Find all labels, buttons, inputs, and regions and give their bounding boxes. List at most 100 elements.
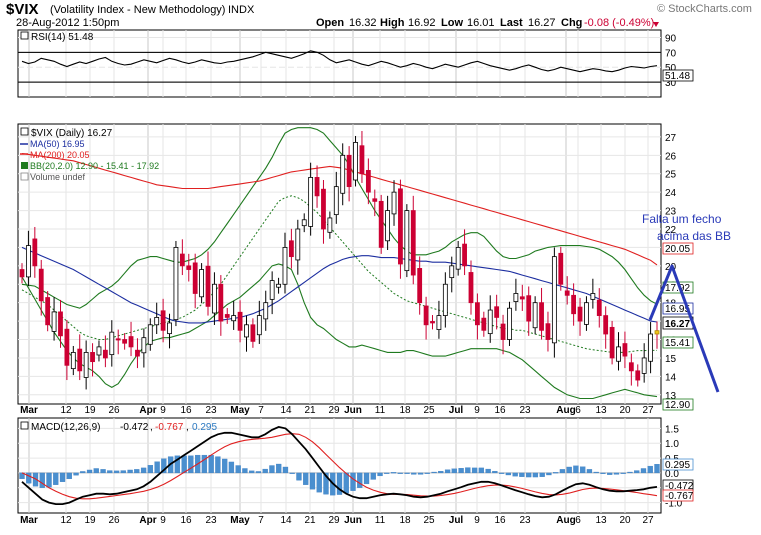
svg-text:,: , [150, 422, 153, 433]
candle [199, 263, 204, 304]
candle [596, 288, 602, 328]
candle [391, 180, 397, 226]
candle-body [545, 323, 551, 340]
candle [417, 256, 423, 315]
x-tick-label: 14 [280, 405, 292, 416]
legend-swatch [20, 421, 29, 430]
macd-hist-bar [296, 472, 302, 481]
candle-body [244, 324, 249, 338]
candle [398, 179, 403, 279]
macd-hist-bar [113, 470, 120, 474]
x-tick-label: 26 [108, 405, 120, 416]
candle [64, 320, 70, 381]
x-tick-label: 27 [642, 405, 654, 416]
rsi-tick: 50 [665, 63, 677, 74]
macd-hist-bar [73, 472, 79, 476]
macd-hist-bar [498, 472, 505, 474]
rsi-tick: 70 [665, 48, 677, 59]
x-tick-label: 13 [595, 515, 607, 526]
signal-legend-value: -0.767 [155, 422, 184, 433]
candle-body [186, 265, 192, 270]
candle-body [475, 302, 480, 326]
x-tick-label: 18 [399, 515, 411, 526]
macd-hist-bar [532, 472, 539, 478]
macd-hist-bar [188, 455, 194, 474]
candle-body [205, 265, 211, 307]
candle-body [378, 200, 384, 248]
candle [635, 364, 641, 387]
macd-hist-bar [350, 472, 356, 491]
candle [154, 302, 160, 334]
hist-legend-value: 0.295 [192, 422, 217, 433]
candle-body [436, 315, 442, 330]
candle [141, 328, 147, 368]
candle [442, 272, 448, 328]
candle [410, 195, 416, 285]
candle [314, 165, 320, 208]
macd-hist-bar [140, 467, 147, 474]
candle-body [327, 217, 333, 233]
open-label: Open [316, 17, 344, 29]
x-tick-label: Aug [556, 405, 575, 416]
candle-body [64, 328, 70, 366]
candle-body [314, 177, 320, 197]
candle [622, 331, 628, 369]
candle-body [173, 247, 179, 321]
axes: Mar Mar 12 12 19 19 26 26 Apr Apr 9 9 16 16 23 23 May May… [20, 405, 654, 526]
quote-summary: Open 16.32 High 16.92 Low 16.01 Last 16.… [316, 17, 659, 29]
candle [212, 272, 217, 325]
macd-hist-bar [620, 472, 626, 474]
macd-hist-bar [438, 470, 444, 474]
macd-hist-bar [546, 472, 552, 476]
macd-hist-bar [228, 461, 235, 474]
chg-value: -0.08 (-0.49%) [584, 17, 654, 29]
x-tick-label: 16 [180, 405, 192, 416]
candle [564, 276, 570, 305]
candle [186, 253, 192, 282]
candle-body [564, 290, 570, 296]
candle-body [32, 238, 38, 267]
candle-body [558, 252, 564, 285]
bb-lower-line [21, 263, 658, 400]
x-tick-label: 13 [595, 405, 607, 416]
x-tick-label: 16 [494, 405, 506, 416]
x-tick-label: 6 [575, 515, 581, 526]
macd-hist-bar [627, 471, 633, 474]
candle [449, 256, 455, 293]
macd-hist-bar [343, 472, 349, 494]
x-tick-label: May [230, 515, 250, 526]
chg-label: Chg [561, 17, 582, 29]
macd-hist-bar [276, 463, 282, 474]
candle-body [263, 302, 269, 320]
annotation-arrow [648, 264, 720, 393]
x-tick-label: 21 [304, 405, 316, 416]
x-tick-label: 9 [474, 515, 480, 526]
macd-hist-bar [458, 468, 464, 474]
macd-hist-bar [282, 466, 289, 474]
macd-hist-bar [242, 468, 248, 474]
macd-hist-bar [59, 472, 66, 482]
candle-body [455, 247, 461, 270]
macd-hist-bar [586, 469, 593, 474]
candle-body [654, 330, 660, 335]
candle [173, 240, 179, 327]
badge-signal-text: -0.767 [665, 491, 694, 502]
macd-hist-bar [492, 470, 498, 474]
rsi-panel [17, 29, 662, 98]
macd-hist-bar [161, 458, 167, 474]
macd-hist-bar [154, 461, 160, 474]
candle-body [160, 310, 166, 331]
candle-body [353, 142, 358, 181]
candle [288, 228, 294, 269]
x-tick-label: 11 [375, 515, 386, 526]
candle [584, 296, 589, 331]
macd-hist-bar [600, 472, 606, 474]
x-tick-label: Mar [20, 405, 38, 416]
macd-hist-bar [147, 465, 154, 474]
candle-body [641, 357, 647, 374]
price-tick: 26 [665, 151, 677, 162]
high-label: High [380, 17, 405, 29]
ma200-line [21, 152, 658, 266]
candle-body [481, 317, 487, 331]
rsi-tick: 30 [665, 78, 677, 89]
